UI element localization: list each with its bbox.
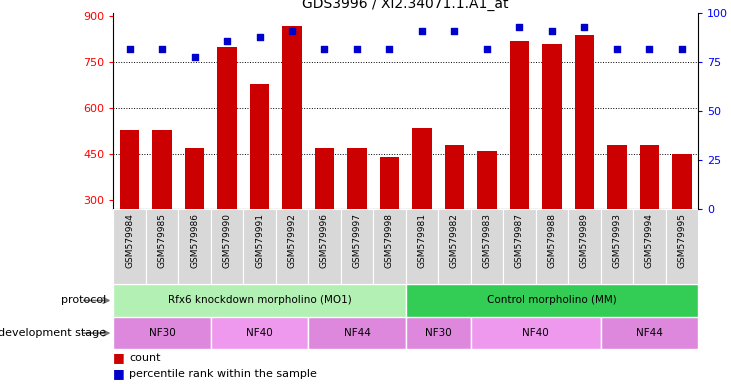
Bar (672, 154, 692, 292)
Text: GSM579983: GSM579983 (482, 213, 491, 268)
Bar (120, 130, 140, 292)
Point (611, 46, 623, 52)
Text: NF44: NF44 (344, 328, 371, 338)
Bar (601, 209, 633, 284)
Bar (444, 145, 464, 292)
Bar (185, 148, 204, 292)
Bar (406, 284, 698, 317)
Text: GSM579984: GSM579984 (125, 213, 134, 268)
Text: GSM579982: GSM579982 (450, 213, 459, 268)
Bar (633, 209, 666, 284)
Text: GSM579988: GSM579988 (548, 213, 556, 268)
Text: GSM579997: GSM579997 (352, 213, 361, 268)
Bar (640, 145, 659, 292)
Text: NF40: NF40 (522, 328, 549, 338)
Bar (542, 44, 561, 292)
Bar (152, 130, 172, 292)
Text: ■: ■ (113, 351, 125, 364)
Bar (379, 157, 399, 292)
Point (221, 38, 233, 44)
Point (676, 46, 688, 52)
Text: GSM579991: GSM579991 (255, 213, 264, 268)
Bar (178, 209, 211, 284)
Bar (510, 41, 529, 292)
Text: GSM579985: GSM579985 (158, 213, 167, 268)
Text: Rfx6 knockdown morpholino (MO1): Rfx6 knockdown morpholino (MO1) (167, 295, 352, 306)
Point (286, 28, 298, 34)
Text: GSM579993: GSM579993 (613, 213, 621, 268)
Point (189, 53, 200, 60)
Text: development stage: development stage (0, 328, 106, 338)
Text: GSM579994: GSM579994 (645, 213, 654, 268)
Bar (477, 151, 496, 292)
Point (416, 28, 428, 34)
Text: GSM579995: GSM579995 (678, 213, 686, 268)
Bar (374, 209, 406, 284)
Bar (666, 209, 698, 284)
Text: NF30: NF30 (148, 328, 175, 338)
Bar (503, 209, 536, 284)
Bar (412, 128, 432, 292)
Bar (568, 209, 601, 284)
Point (514, 24, 526, 30)
Text: Control morpholino (MM): Control morpholino (MM) (487, 295, 617, 306)
Point (481, 46, 493, 52)
Bar (406, 209, 438, 284)
Text: ■: ■ (113, 367, 125, 381)
Text: GSM579996: GSM579996 (320, 213, 329, 268)
Point (254, 34, 265, 40)
Bar (113, 209, 145, 284)
Point (124, 46, 135, 52)
Text: protocol: protocol (61, 295, 106, 306)
Bar (607, 145, 626, 292)
Text: GSM579987: GSM579987 (515, 213, 524, 268)
Text: GSM579990: GSM579990 (222, 213, 232, 268)
Bar (113, 284, 406, 317)
Bar (341, 209, 374, 284)
Bar (406, 317, 471, 349)
Bar (308, 209, 341, 284)
Bar (217, 47, 237, 292)
Bar (438, 209, 471, 284)
Text: NF40: NF40 (246, 328, 273, 338)
Text: GSM579986: GSM579986 (190, 213, 199, 268)
Point (156, 46, 168, 52)
Bar (471, 317, 601, 349)
Point (384, 46, 395, 52)
Bar (601, 317, 698, 349)
Point (351, 46, 363, 52)
Text: GSM579998: GSM579998 (385, 213, 394, 268)
Bar (308, 317, 406, 349)
Bar (145, 209, 178, 284)
Title: GDS3996 / Xl2.34071.1.A1_at: GDS3996 / Xl2.34071.1.A1_at (303, 0, 509, 11)
Point (578, 24, 590, 30)
Bar (211, 209, 243, 284)
Bar (113, 317, 211, 349)
Text: count: count (129, 353, 161, 362)
Bar (211, 317, 308, 349)
Text: GSM579992: GSM579992 (287, 213, 297, 268)
Bar (575, 35, 594, 292)
Point (449, 28, 461, 34)
Text: GSM579989: GSM579989 (580, 213, 589, 268)
Text: NF30: NF30 (425, 328, 452, 338)
Bar (471, 209, 503, 284)
Bar (250, 84, 269, 292)
Point (546, 28, 558, 34)
Bar (315, 148, 334, 292)
Text: percentile rank within the sample: percentile rank within the sample (129, 369, 317, 379)
Bar (347, 148, 367, 292)
Bar (243, 209, 276, 284)
Text: GSM579981: GSM579981 (417, 213, 426, 268)
Text: NF44: NF44 (636, 328, 663, 338)
Bar (282, 26, 302, 292)
Bar (276, 209, 308, 284)
Bar (536, 209, 568, 284)
Point (319, 46, 330, 52)
Point (643, 46, 655, 52)
